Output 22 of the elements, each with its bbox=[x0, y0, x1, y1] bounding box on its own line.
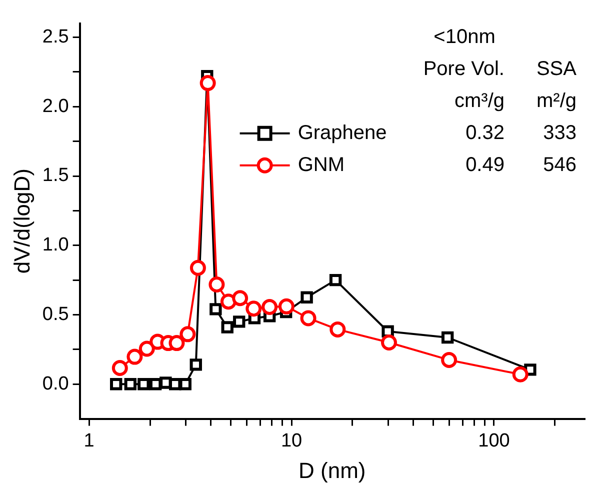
legend-label: Graphene bbox=[298, 122, 387, 144]
annotation: m²/g bbox=[536, 90, 576, 112]
y-tick-label: 2.0 bbox=[42, 96, 69, 117]
annotation: 0.32 bbox=[466, 122, 504, 144]
y-axis-title: dV/d(logD) bbox=[9, 168, 34, 274]
y-tick-label: 1.5 bbox=[42, 165, 69, 186]
annotation: 333 bbox=[543, 122, 576, 144]
y-tick-label: 2.5 bbox=[42, 26, 69, 48]
x-tick-label: 10 bbox=[280, 430, 302, 452]
legend-label: GNM bbox=[298, 154, 344, 176]
annotation: SSA bbox=[536, 58, 578, 80]
x-tick-label: 1 bbox=[84, 430, 94, 452]
x-axis-title: D (nm) bbox=[298, 458, 366, 483]
y-tick-label: 1.0 bbox=[42, 234, 69, 256]
annotation: Pore Vol. bbox=[423, 58, 504, 80]
y-tick-label: 0.0 bbox=[42, 373, 69, 394]
annotation: cm³/g bbox=[454, 90, 504, 112]
x-tick-label: 100 bbox=[478, 430, 510, 452]
annotation: 546 bbox=[543, 154, 576, 176]
annotation: <10nm bbox=[434, 26, 496, 48]
y-tick-label: 0.5 bbox=[42, 304, 69, 325]
annotation: 0.49 bbox=[466, 154, 504, 176]
